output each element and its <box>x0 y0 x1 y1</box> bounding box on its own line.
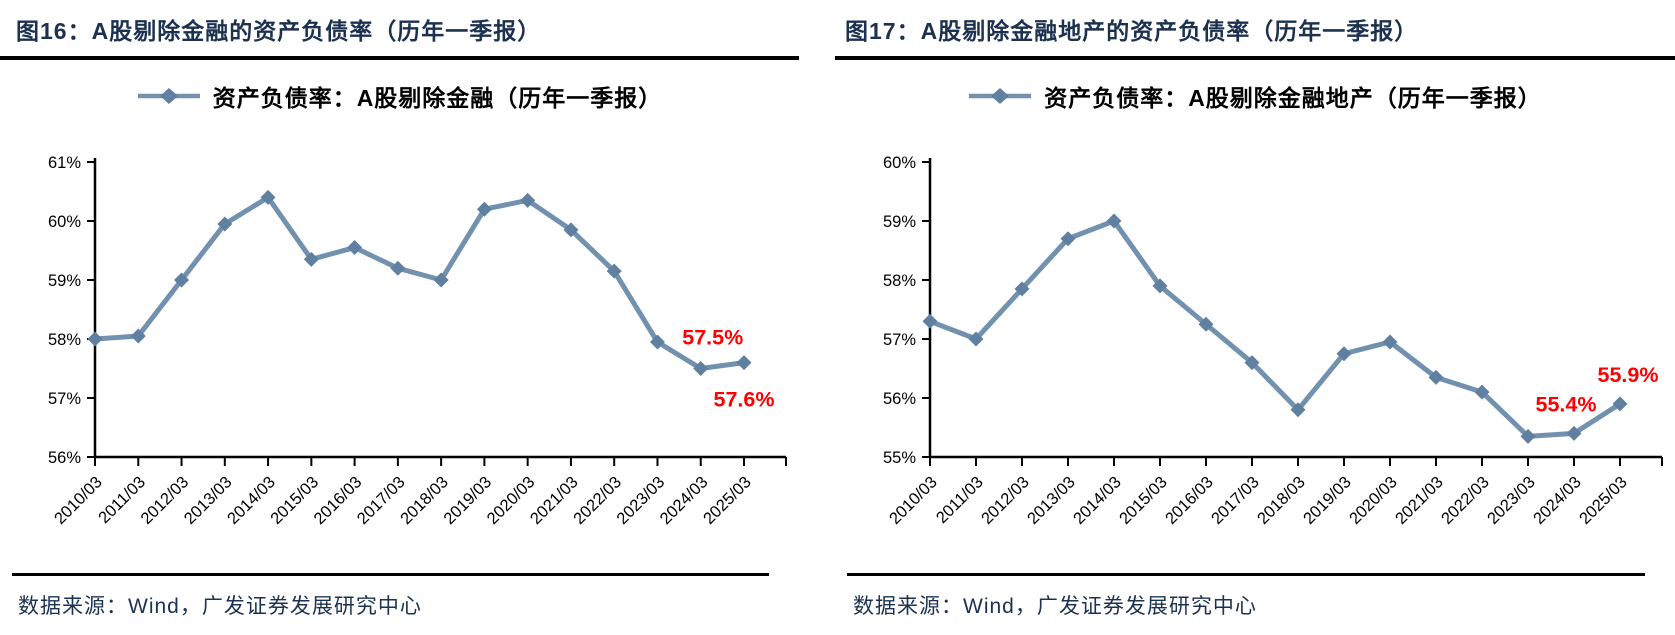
svg-text:2022/03: 2022/03 <box>1438 473 1493 528</box>
svg-text:57.6%: 57.6% <box>714 388 775 412</box>
figure-16-panel: 图16：A股剔除金融的资产负债率（历年一季报） 资产负债率：A股剔除金融（历年一… <box>0 4 799 620</box>
svg-text:58%: 58% <box>883 272 916 290</box>
svg-text:55%: 55% <box>883 449 916 467</box>
svg-text:59%: 59% <box>48 272 81 290</box>
svg-text:2021/03: 2021/03 <box>1392 473 1447 528</box>
line-chart-figure-16: 56%57%58%59%60%61%2010/032011/032012/032… <box>48 154 787 528</box>
svg-text:2025/03: 2025/03 <box>1576 473 1631 528</box>
svg-text:2010/03: 2010/03 <box>51 473 106 528</box>
svg-text:55.4%: 55.4% <box>1536 392 1597 416</box>
svg-text:59%: 59% <box>883 213 916 231</box>
svg-text:2014/03: 2014/03 <box>1070 473 1125 528</box>
svg-text:2024/03: 2024/03 <box>1530 473 1585 528</box>
legend-series-label: 资产负债率：A股剔除金融地产（历年一季报） <box>1044 85 1542 111</box>
figure-16-legend: 资产负债率：A股剔除金融（历年一季报） <box>0 60 799 132</box>
svg-text:55.9%: 55.9% <box>1598 363 1659 387</box>
svg-text:57%: 57% <box>883 331 916 349</box>
svg-text:60%: 60% <box>883 154 916 172</box>
svg-text:60%: 60% <box>48 213 81 231</box>
svg-text:2023/03: 2023/03 <box>1484 473 1539 528</box>
svg-text:2017/03: 2017/03 <box>1208 473 1263 528</box>
svg-text:57.5%: 57.5% <box>682 326 743 350</box>
line-chart-figure-17: 55%56%57%58%59%60%2010/032011/032012/032… <box>883 154 1663 528</box>
line-diamond-legend-icon <box>137 87 201 105</box>
svg-text:2025/03: 2025/03 <box>700 473 755 528</box>
report-figures-row: 图16：A股剔除金融的资产负债率（历年一季报） 资产负债率：A股剔除金融（历年一… <box>0 4 1675 620</box>
svg-text:57%: 57% <box>48 390 81 408</box>
data-source-note: 数据来源：Wind，广发证券发展研究中心 <box>12 573 769 620</box>
svg-text:2020/03: 2020/03 <box>1346 473 1401 528</box>
data-source-note: 数据来源：Wind，广发证券发展研究中心 <box>847 573 1645 620</box>
svg-text:2015/03: 2015/03 <box>1116 473 1171 528</box>
svg-text:2010/03: 2010/03 <box>886 473 941 528</box>
svg-text:2011/03: 2011/03 <box>933 473 987 527</box>
figure-16-title: 图16：A股剔除金融的资产负债率（历年一季报） <box>0 4 799 60</box>
svg-text:2016/03: 2016/03 <box>1162 473 1217 528</box>
figure-17-panel: 图17：A股剔除金融地产的资产负债率（历年一季报） 资产负债率：A股剔除金融地产… <box>835 4 1675 620</box>
svg-text:56%: 56% <box>883 390 916 408</box>
svg-text:58%: 58% <box>48 331 81 349</box>
svg-text:61%: 61% <box>48 154 81 172</box>
svg-text:2019/03: 2019/03 <box>1300 473 1355 528</box>
line-diamond-legend-icon <box>968 87 1032 105</box>
figure-17-legend: 资产负债率：A股剔除金融地产（历年一季报） <box>835 60 1675 132</box>
svg-text:2013/03: 2013/03 <box>1024 473 1079 528</box>
svg-text:2018/03: 2018/03 <box>1254 473 1309 528</box>
data-source-text: 数据来源：Wind，广发证券发展研究中心 <box>18 595 422 618</box>
svg-text:56%: 56% <box>48 449 81 467</box>
legend-series-label: 资产负债率：A股剔除金融（历年一季报） <box>212 85 663 111</box>
svg-text:2012/03: 2012/03 <box>978 473 1033 528</box>
data-source-text: 数据来源：Wind，广发证券发展研究中心 <box>853 595 1257 618</box>
figure-17-title: 图17：A股剔除金融地产的资产负债率（历年一季报） <box>835 4 1675 60</box>
